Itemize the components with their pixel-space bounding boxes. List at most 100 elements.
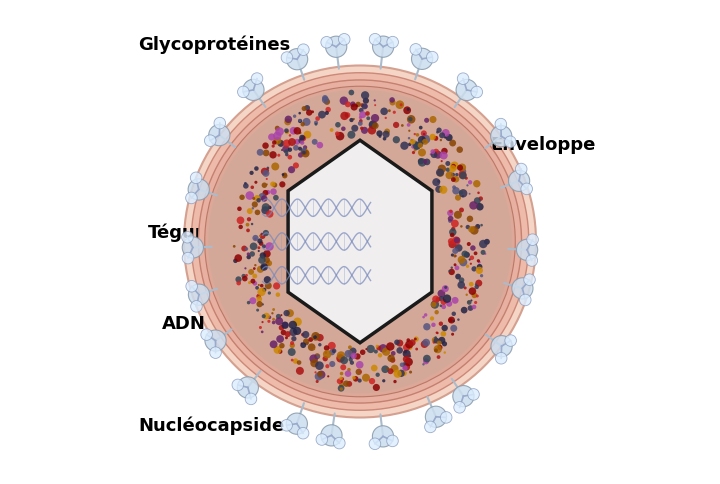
Circle shape bbox=[410, 139, 415, 145]
Circle shape bbox=[446, 172, 454, 180]
Circle shape bbox=[321, 425, 342, 446]
Circle shape bbox=[411, 146, 415, 150]
Circle shape bbox=[256, 294, 261, 299]
Circle shape bbox=[289, 343, 295, 348]
Circle shape bbox=[287, 413, 307, 434]
Circle shape bbox=[477, 259, 480, 263]
Circle shape bbox=[459, 190, 467, 198]
Circle shape bbox=[284, 119, 291, 126]
Circle shape bbox=[249, 171, 253, 176]
Circle shape bbox=[429, 135, 436, 141]
Circle shape bbox=[384, 118, 387, 120]
Circle shape bbox=[464, 177, 468, 181]
Circle shape bbox=[457, 74, 469, 85]
Circle shape bbox=[345, 350, 352, 358]
Circle shape bbox=[199, 81, 521, 403]
Circle shape bbox=[327, 376, 329, 378]
Circle shape bbox=[476, 267, 483, 274]
Circle shape bbox=[252, 197, 255, 200]
Circle shape bbox=[356, 361, 364, 369]
Circle shape bbox=[241, 246, 247, 252]
Circle shape bbox=[272, 318, 275, 321]
Circle shape bbox=[263, 313, 270, 320]
Circle shape bbox=[336, 133, 344, 141]
Circle shape bbox=[345, 371, 351, 377]
Circle shape bbox=[268, 206, 271, 210]
Circle shape bbox=[310, 359, 319, 367]
Circle shape bbox=[192, 74, 528, 410]
Circle shape bbox=[389, 355, 391, 357]
Circle shape bbox=[347, 132, 356, 139]
Circle shape bbox=[369, 34, 381, 46]
Circle shape bbox=[485, 253, 487, 256]
Circle shape bbox=[422, 363, 425, 366]
Circle shape bbox=[276, 335, 284, 343]
Circle shape bbox=[466, 294, 468, 296]
Circle shape bbox=[449, 318, 453, 323]
Circle shape bbox=[272, 308, 275, 311]
Circle shape bbox=[449, 229, 456, 236]
Circle shape bbox=[450, 233, 454, 238]
Circle shape bbox=[279, 182, 285, 188]
Circle shape bbox=[302, 119, 310, 127]
Circle shape bbox=[459, 278, 464, 283]
Circle shape bbox=[262, 170, 269, 178]
Circle shape bbox=[352, 376, 356, 380]
Circle shape bbox=[431, 323, 436, 327]
Circle shape bbox=[282, 174, 284, 177]
Circle shape bbox=[408, 346, 413, 350]
Circle shape bbox=[415, 134, 419, 137]
Circle shape bbox=[356, 369, 362, 375]
Circle shape bbox=[356, 103, 361, 108]
Circle shape bbox=[273, 196, 279, 201]
Circle shape bbox=[467, 216, 473, 223]
Polygon shape bbox=[288, 141, 432, 343]
Circle shape bbox=[325, 107, 331, 113]
Circle shape bbox=[204, 136, 216, 147]
Circle shape bbox=[484, 239, 490, 245]
Circle shape bbox=[287, 49, 307, 71]
Circle shape bbox=[298, 120, 302, 123]
Circle shape bbox=[271, 163, 279, 171]
Circle shape bbox=[270, 189, 276, 196]
Circle shape bbox=[259, 326, 262, 329]
Circle shape bbox=[291, 336, 297, 342]
Circle shape bbox=[436, 169, 444, 177]
Circle shape bbox=[274, 346, 282, 354]
Circle shape bbox=[304, 132, 311, 139]
Circle shape bbox=[190, 173, 202, 184]
Circle shape bbox=[261, 264, 268, 271]
Circle shape bbox=[408, 130, 410, 133]
Circle shape bbox=[285, 337, 288, 340]
Circle shape bbox=[469, 256, 474, 260]
Circle shape bbox=[438, 290, 445, 298]
Circle shape bbox=[449, 241, 456, 249]
Circle shape bbox=[246, 192, 254, 200]
Circle shape bbox=[245, 248, 248, 251]
Circle shape bbox=[305, 106, 310, 112]
Circle shape bbox=[366, 117, 370, 121]
Circle shape bbox=[372, 426, 394, 447]
Circle shape bbox=[361, 104, 368, 110]
Circle shape bbox=[251, 279, 256, 284]
Circle shape bbox=[205, 330, 226, 351]
Circle shape bbox=[359, 112, 366, 119]
Circle shape bbox=[286, 310, 294, 318]
Circle shape bbox=[526, 255, 538, 267]
Circle shape bbox=[436, 355, 441, 359]
Text: Nucléocapside: Nucléocapside bbox=[138, 416, 284, 435]
Circle shape bbox=[469, 202, 477, 210]
Circle shape bbox=[452, 188, 460, 195]
Circle shape bbox=[374, 100, 376, 102]
Circle shape bbox=[378, 353, 382, 358]
Circle shape bbox=[480, 225, 483, 227]
Circle shape bbox=[495, 353, 507, 364]
Circle shape bbox=[257, 239, 263, 244]
Circle shape bbox=[379, 136, 382, 138]
Circle shape bbox=[258, 285, 260, 287]
Circle shape bbox=[236, 281, 241, 286]
Circle shape bbox=[361, 127, 368, 135]
Circle shape bbox=[395, 101, 404, 110]
Circle shape bbox=[377, 131, 382, 137]
Circle shape bbox=[210, 347, 221, 359]
